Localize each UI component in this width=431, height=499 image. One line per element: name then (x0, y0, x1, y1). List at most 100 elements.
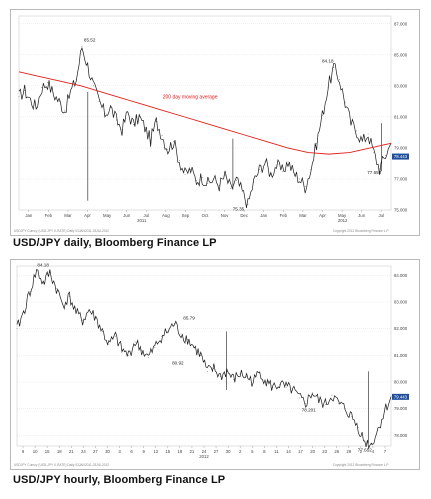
x-tick-label: 21 (69, 449, 74, 454)
price-point (36, 270, 38, 271)
hourly-chart-panel: 84.000 83.000 82.000 81.000 80.000 79.000 78.0… (10, 259, 420, 470)
price-point (292, 389, 293, 391)
price-point (127, 111, 129, 113)
price-point (253, 181, 254, 183)
price-point (351, 416, 352, 418)
price-point (24, 90, 26, 91)
price-point (384, 155, 386, 157)
price-point (344, 102, 346, 104)
x-tick-label: 24 (81, 449, 86, 454)
price-point (218, 184, 220, 186)
price-point (224, 175, 226, 177)
y-tick-label: 85.000 (394, 52, 408, 57)
x-year-label: 2012 (199, 454, 209, 459)
price-point (207, 183, 209, 184)
hourly-chart-svg: 84.000 83.000 82.000 81.000 80.000 79.000 78.0… (14, 263, 409, 467)
price-point (52, 93, 54, 94)
x-tick-label: 9 (22, 449, 25, 454)
moving-average-label: 200 day moving average (163, 94, 218, 100)
x-tick-label: 15 (45, 449, 50, 454)
x-tick-label: 18 (177, 449, 182, 454)
y-tick-label: 82.000 (394, 326, 408, 331)
price-point (281, 170, 283, 172)
price-point (29, 290, 31, 292)
annotation-high-1: 85.52 (84, 38, 96, 43)
price-point (325, 404, 326, 406)
y-tick-label: 84.000 (394, 273, 408, 278)
x-tick-label: Jun (358, 213, 366, 218)
x-tick-label: 4 (372, 449, 375, 454)
price-point (213, 368, 215, 370)
plot-area (16, 265, 392, 447)
x-tick-label: 6 (130, 449, 133, 454)
price-point (62, 304, 64, 306)
x-tick-label: 15 (165, 449, 170, 454)
price-point (88, 309, 90, 311)
price-point (35, 107, 37, 108)
x-tick-label: 26 (334, 449, 339, 454)
price-point (344, 408, 346, 410)
price-point (333, 67, 335, 68)
x-tick-label: Jul (144, 213, 150, 218)
footer-copyright: Copyright 2012 Bloomberg Finance L.P. (333, 463, 389, 467)
price-point (252, 381, 254, 383)
price-point (377, 429, 379, 431)
price-point (108, 344, 110, 346)
price-point (201, 177, 203, 178)
last-price-box (392, 393, 409, 400)
price-point (75, 312, 77, 314)
price-point (101, 330, 103, 332)
price-point (311, 392, 313, 394)
x-tick-label: Oct (202, 213, 209, 218)
price-point (220, 376, 221, 378)
price-point (150, 139, 151, 141)
price-point (367, 133, 369, 135)
x-tick-label: 7 (384, 449, 387, 454)
footer-copyright: Copyright 2012 Bloomberg Finance L.P. (333, 229, 389, 233)
price-point (64, 110, 66, 112)
price-point (47, 82, 48, 84)
x-tick-label: Nov (221, 213, 229, 218)
price-point (270, 173, 272, 175)
price-point (206, 370, 208, 372)
annotation-low-2: 77.652 (367, 170, 381, 175)
x-tick-label: 17 (298, 449, 303, 454)
x-tick-label: 18 (57, 449, 62, 454)
annotation-low-1: 75.35 (233, 207, 245, 212)
last-price-label: 78.443 (394, 154, 408, 159)
price-point (200, 354, 202, 356)
price-point (339, 79, 340, 80)
x-tick-label: Feb (45, 213, 53, 218)
price-point (134, 341, 136, 343)
price-point (93, 85, 94, 87)
price-point (287, 161, 289, 163)
price-point (141, 349, 143, 351)
price-point (69, 296, 70, 298)
y-tick-label: 87.000 (394, 21, 408, 26)
annotation-low-3: 77.652 (358, 448, 372, 453)
price-point (304, 186, 306, 188)
price-point (370, 444, 372, 445)
price-point (213, 178, 214, 180)
daily-chart-caption: USD/JPY daily, Bloomberg Finance LP (13, 237, 217, 249)
price-point (373, 152, 375, 153)
x-tick-label: 23 (322, 449, 327, 454)
price-point (310, 169, 312, 170)
price-line (18, 47, 392, 208)
price-point (299, 178, 300, 180)
annotation-low-1: 80.92 (172, 360, 184, 365)
price-point (331, 394, 333, 396)
annotation-high-2: 84.18 (322, 59, 334, 64)
y-tick-label: 83.000 (394, 300, 408, 305)
price-point (298, 397, 300, 399)
y-tick-label: 79.000 (394, 145, 408, 150)
x-tick-label: Mar (64, 213, 72, 218)
price-line (16, 268, 392, 450)
price-point (82, 320, 83, 322)
x-tick-label: 30 (226, 449, 231, 454)
price-point (156, 121, 157, 122)
x-tick-label: May (338, 213, 347, 218)
x-tick-label: Jul (378, 213, 384, 218)
price-point (178, 159, 180, 161)
x-tick-label: Jan (25, 213, 33, 218)
